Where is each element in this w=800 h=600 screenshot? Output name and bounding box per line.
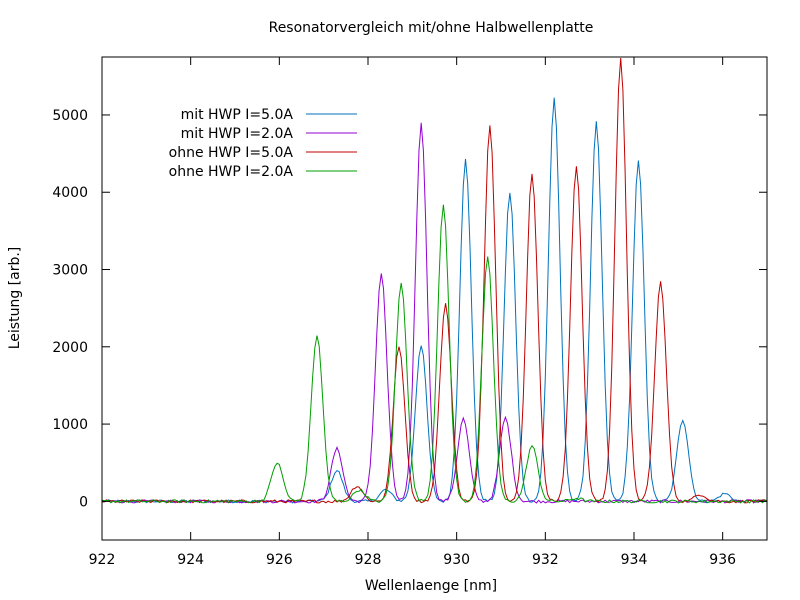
x-tick-label: 934	[621, 552, 648, 568]
series-line-3	[102, 57, 767, 504]
y-tick-label: 4000	[52, 185, 88, 201]
x-tick-label: 928	[355, 552, 382, 568]
plot-frame	[101, 56, 768, 541]
x-tick-label: 936	[709, 552, 736, 568]
legend-label: mit HWP I=2.0A	[181, 126, 294, 142]
y-tick-label: 3000	[52, 263, 88, 279]
legend-label: mit HWP I=5.0A	[181, 107, 294, 123]
legend: mit HWP I=5.0A mit HWP I=2.0A ohne HWP I=5…	[169, 107, 357, 180]
x-tick-label: 930	[443, 552, 470, 568]
y-axis-label: Leistung [arb.]	[7, 247, 23, 350]
x-tick-label: 922	[89, 552, 116, 568]
x-axis-label: Wellenlaenge [nm]	[365, 578, 497, 594]
plot-area	[102, 57, 767, 504]
series-line-4	[102, 204, 767, 504]
legend-label: ohne HWP I=5.0A	[169, 145, 294, 161]
y-tick-label: 5000	[52, 108, 88, 124]
axes: 922 924 926 928 930 932 934 936 0 1000 2000 3000 400…	[52, 56, 768, 568]
legend-label: ohne HWP I=2.0A	[169, 164, 294, 180]
y-tick-label: 0	[79, 494, 88, 510]
chart-title: Resonatorvergleich mit/ohne Halbwellenpl…	[269, 20, 594, 36]
x-tick-label: 924	[177, 552, 204, 568]
y-tick-label: 2000	[52, 340, 88, 356]
x-tick-label: 932	[532, 552, 559, 568]
y-tick-label: 1000	[52, 417, 88, 433]
x-tick-label: 926	[266, 552, 293, 568]
